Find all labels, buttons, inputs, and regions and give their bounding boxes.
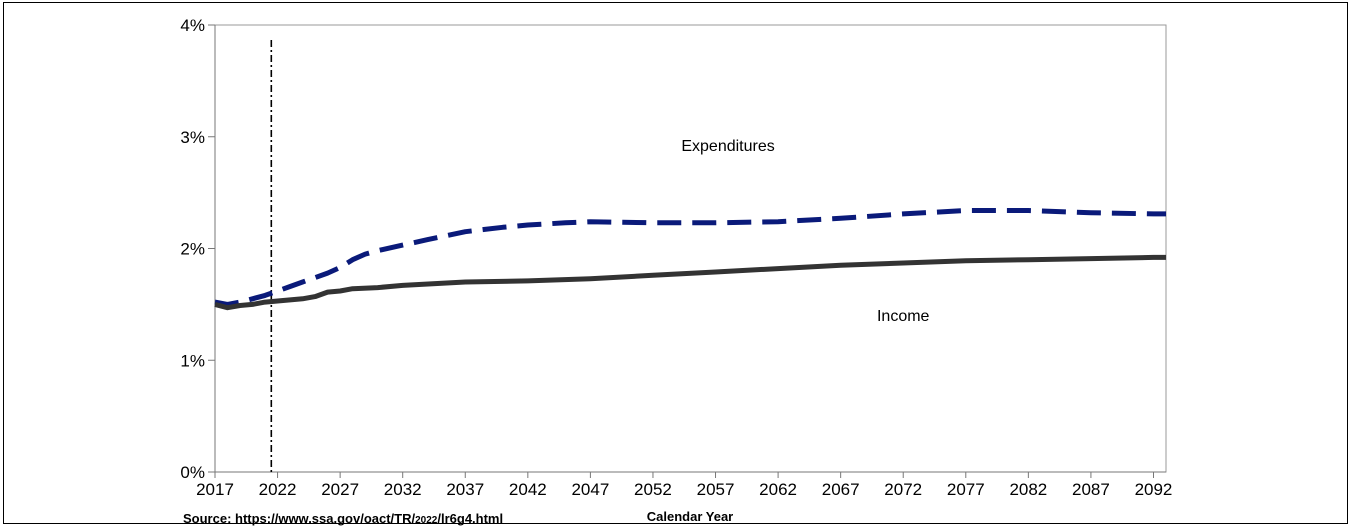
y-tick-label: 1% bbox=[180, 351, 205, 370]
x-tick-label: 2062 bbox=[759, 480, 797, 499]
x-tick-label: 2067 bbox=[822, 480, 860, 499]
x-tick-label: 2072 bbox=[884, 480, 922, 499]
income-annotation: Income bbox=[877, 308, 930, 325]
x-tick-label: 2057 bbox=[697, 480, 735, 499]
x-axis-title: Calendar Year bbox=[647, 509, 733, 524]
x-tick-label: 2082 bbox=[1009, 480, 1047, 499]
y-tick-label: 0% bbox=[180, 463, 205, 482]
x-tick-label: 2047 bbox=[571, 480, 609, 499]
x-tick-label: 2042 bbox=[509, 480, 547, 499]
expenditures-line bbox=[214, 208, 1166, 307]
expenditures-annotation: Expenditures bbox=[681, 138, 774, 155]
plot-area bbox=[214, 24, 1167, 473]
source-prefix: Source: https://www.ssa.gov/oact/TR/ bbox=[183, 511, 415, 526]
x-tick-label: 2087 bbox=[1072, 480, 1110, 499]
y-tick-label: 4% bbox=[180, 16, 205, 35]
x-tick-label: 2077 bbox=[947, 480, 985, 499]
source-note: Source: https://www.ssa.gov/oact/TR/2022… bbox=[183, 511, 503, 526]
x-tick-label: 2027 bbox=[321, 480, 359, 499]
x-tick-label: 2092 bbox=[1135, 480, 1173, 499]
chart-frame bbox=[3, 2, 1348, 524]
source-suffix: /lr6g4.html bbox=[437, 511, 503, 526]
x-tick-label: 2037 bbox=[446, 480, 484, 499]
x-tick-label: 2022 bbox=[259, 480, 297, 499]
x-tick-label: 2052 bbox=[634, 480, 672, 499]
source-year: 2022 bbox=[415, 515, 438, 526]
income-line bbox=[214, 254, 1166, 311]
x-tick-label: 2017 bbox=[196, 480, 234, 499]
y-tick-label: 3% bbox=[180, 128, 205, 147]
y-tick-label: 2% bbox=[180, 240, 205, 259]
x-tick-label: 2032 bbox=[384, 480, 422, 499]
